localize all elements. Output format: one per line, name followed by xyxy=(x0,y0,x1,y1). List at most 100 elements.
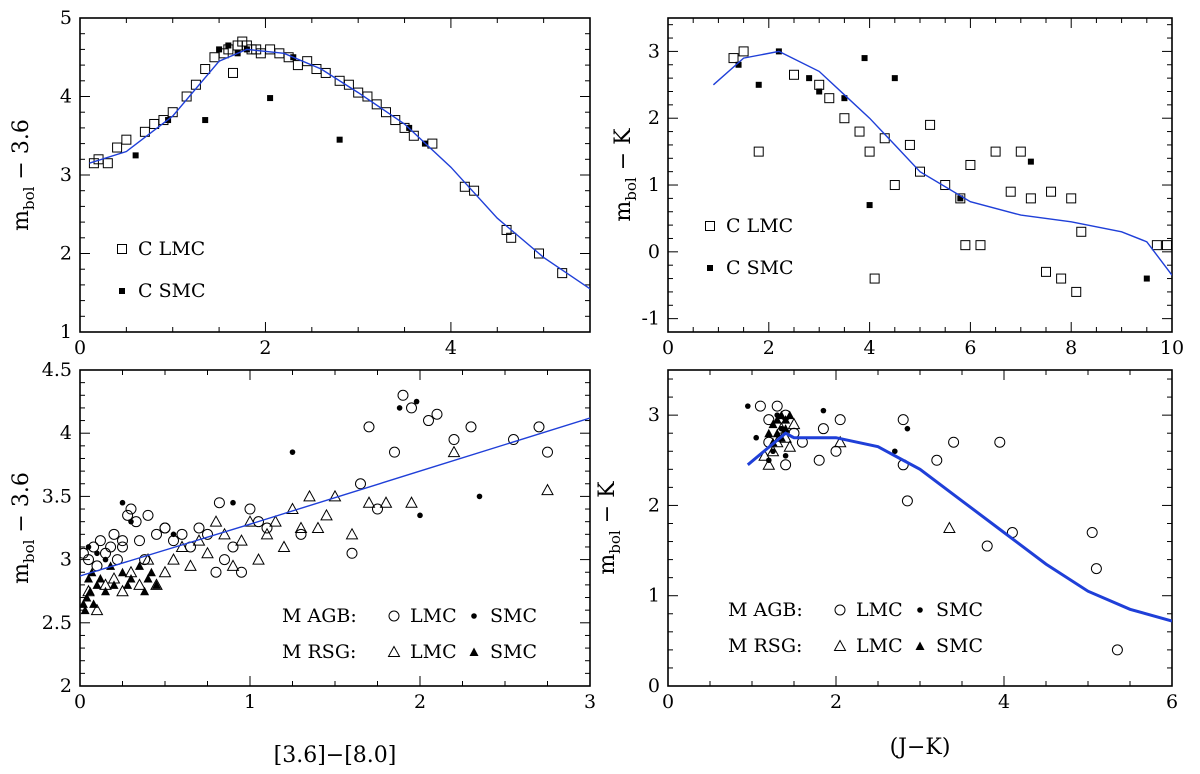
y-tick-label: 2 xyxy=(60,675,72,697)
legend-label: SMC xyxy=(936,635,983,657)
legend-label: C SMC xyxy=(726,257,794,279)
y-tick-label: 1 xyxy=(648,174,660,196)
data-point-open-circle xyxy=(176,528,188,540)
data-point-open-circle xyxy=(834,414,846,426)
data-point-filled-circle xyxy=(476,493,483,500)
legend-label: C LMC xyxy=(726,215,793,237)
data-point-filled-square xyxy=(957,195,964,202)
data-point-open-circle xyxy=(389,446,400,458)
data-point-open-circle xyxy=(431,408,443,420)
y-tick-label: 3 xyxy=(648,40,660,62)
data-point-open-square xyxy=(975,240,986,251)
data-point-open-triangle xyxy=(311,521,325,533)
x-tick-label: 10 xyxy=(1160,337,1184,359)
y-tick-label: 2 xyxy=(60,243,72,265)
data-point-open-circle xyxy=(813,454,825,466)
x-tick-label: 6 xyxy=(1166,691,1178,713)
x-tick-label: 4 xyxy=(445,337,457,359)
data-point-filled-triangle xyxy=(140,586,150,596)
data-point-open-circle xyxy=(142,509,154,521)
plot-area xyxy=(88,36,590,290)
legend-label: LMC xyxy=(856,635,903,657)
data-point-filled-circle xyxy=(753,434,759,441)
data-point-filled-circle xyxy=(396,405,403,411)
data-point-open-circle xyxy=(448,434,460,446)
data-point-open-circle xyxy=(94,535,106,547)
data-point-open-triangle xyxy=(90,603,104,616)
y-axis-label: mbol − K xyxy=(595,481,624,575)
legend-marker xyxy=(469,647,479,656)
data-point-open-circle xyxy=(219,554,230,566)
data-point-open-circle xyxy=(994,436,1006,448)
data-point-open-triangle xyxy=(405,496,418,508)
data-point-filled-triangle xyxy=(80,605,90,615)
legend-marker xyxy=(117,244,127,254)
data-point-open-circle xyxy=(100,547,111,559)
plot-frame xyxy=(79,369,591,687)
data-point-filled-triangle xyxy=(146,567,156,577)
data-point-filled-circle xyxy=(782,452,789,459)
data-point-open-circle xyxy=(771,400,783,412)
data-point-open-triangle xyxy=(762,458,776,470)
legend-label: C SMC xyxy=(138,280,206,302)
data-point-filled-triangle xyxy=(781,424,791,433)
data-point-open-circle xyxy=(508,434,519,446)
data-point-open-circle xyxy=(948,436,960,448)
data-point-open-triangle xyxy=(226,559,240,571)
legend-marker xyxy=(388,610,400,622)
data-point-filled-square xyxy=(866,202,873,209)
data-point-open-square xyxy=(1161,240,1172,251)
x-tick-label: 0 xyxy=(662,337,674,359)
data-point-filled-triangle xyxy=(764,428,774,438)
data-point-open-circle xyxy=(397,389,409,401)
data-point-open-square xyxy=(381,107,391,118)
data-point-filled-circle xyxy=(289,449,296,455)
x-axis-label-right: (J−K) xyxy=(890,735,951,760)
data-point-open-square xyxy=(1046,186,1057,197)
legend-marker xyxy=(834,604,846,616)
data-point-open-square xyxy=(139,126,150,137)
data-point-filled-triangle xyxy=(89,599,99,608)
y-tick-label: 3 xyxy=(60,549,72,571)
data-point-open-triangle xyxy=(766,444,780,457)
x-tick-label: 2 xyxy=(763,337,775,359)
data-point-open-triangle xyxy=(943,521,956,533)
data-point-open-circle xyxy=(227,541,239,553)
data-point-filled-circle xyxy=(413,398,420,405)
data-point-filled-square xyxy=(267,95,274,102)
data-point-open-triangle xyxy=(541,483,554,496)
data-point-filled-square xyxy=(216,46,223,53)
data-point-open-triangle xyxy=(362,496,376,508)
data-point-open-circle xyxy=(125,503,137,515)
data-point-open-square xyxy=(854,126,865,137)
y-tick-label: 3 xyxy=(60,164,72,186)
data-point-open-circle xyxy=(108,528,120,540)
y-tick-label: 2 xyxy=(648,107,660,129)
data-point-open-square xyxy=(869,273,880,284)
data-point-open-circle xyxy=(105,541,117,553)
data-point-open-square xyxy=(904,139,915,150)
data-point-open-triangle xyxy=(286,502,299,515)
y-tick-label: 5 xyxy=(60,7,72,29)
data-point-filled-triangle xyxy=(118,567,127,577)
x-tick-label: 3 xyxy=(584,691,596,713)
data-point-open-square xyxy=(940,180,951,191)
legend-prefix: M RSG: xyxy=(282,641,356,663)
data-point-open-square xyxy=(292,60,303,71)
data-point-open-circle xyxy=(244,503,256,515)
panel-bottom-right: 0 2 4 6 0 1 2 3 mbol − K M AGB: LMC SMC M RSG: LMC SMC xyxy=(595,369,1178,713)
data-point-filled-square xyxy=(806,75,813,82)
data-point-open-triangle xyxy=(150,578,163,590)
data-point-filled-triangle xyxy=(84,574,93,583)
data-point-filled-square xyxy=(891,75,898,82)
legend-marker xyxy=(119,288,125,294)
data-point-open-circle xyxy=(533,421,545,433)
data-point-open-square xyxy=(102,158,113,169)
data-point-filled-triangle xyxy=(772,415,782,424)
data-point-open-square xyxy=(814,79,825,90)
y-axis-label: mbol − 3.6 xyxy=(9,472,38,584)
legend-marker xyxy=(387,645,401,657)
plot-area xyxy=(745,400,1172,656)
data-point-open-triangle xyxy=(277,540,291,552)
